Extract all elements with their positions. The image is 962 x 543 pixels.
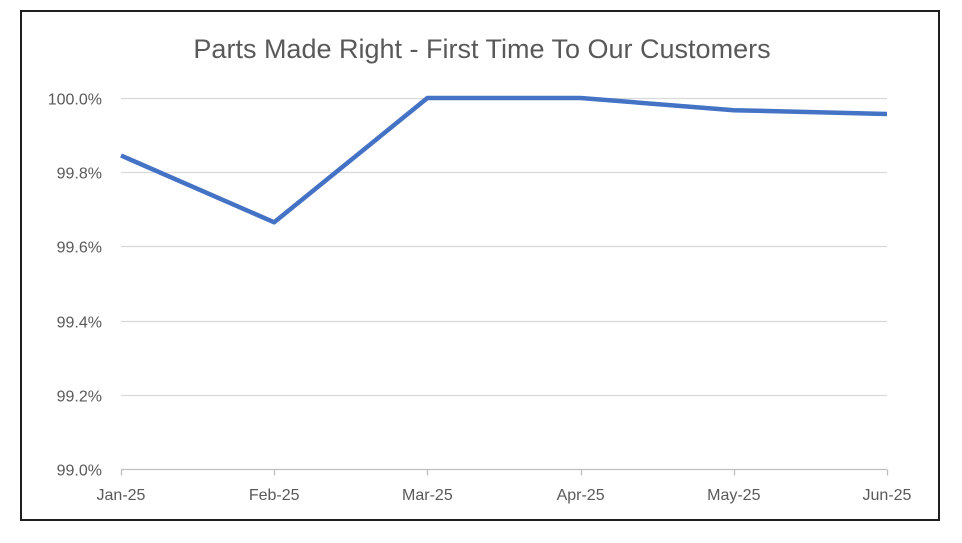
y-tick-label: 99.6%: [57, 240, 102, 257]
x-axis: [120, 468, 889, 476]
data-point: [119, 153, 123, 157]
x-tick-label: Mar-25: [402, 487, 453, 504]
y-axis-tick-labels: 99.0% 99.2% 99.4% 99.6% 99.8% 100.0%: [48, 92, 102, 480]
x-tick-label: Jun-25: [863, 487, 912, 504]
y-tick-label: 99.8%: [57, 166, 102, 183]
data-point: [578, 96, 582, 100]
data-point: [425, 96, 429, 100]
data-point: [732, 108, 736, 112]
series-line: [120, 95, 888, 225]
x-tick-label: Jan-25: [97, 487, 146, 504]
y-tick-label: 99.0%: [57, 463, 102, 480]
series-layer: [119, 95, 889, 225]
data-point: [885, 112, 889, 116]
x-tick-label: Apr-25: [557, 487, 605, 504]
x-tick-label: Feb-25: [249, 487, 300, 504]
x-tick-label: May-25: [707, 487, 760, 504]
chart-frame: [20, 10, 940, 521]
x-axis-tick-labels: Jan-25 Feb-25 Mar-25 Apr-25 May-25 Jun-25: [97, 487, 912, 504]
chart-title: Parts Made Right - First Time To Our Cus…: [193, 34, 770, 64]
gridlines: [121, 97, 887, 397]
y-tick-label: 100.0%: [48, 92, 102, 109]
y-tick-label: 99.4%: [57, 315, 102, 332]
y-tick-label: 99.2%: [57, 389, 102, 406]
data-point: [272, 220, 276, 224]
